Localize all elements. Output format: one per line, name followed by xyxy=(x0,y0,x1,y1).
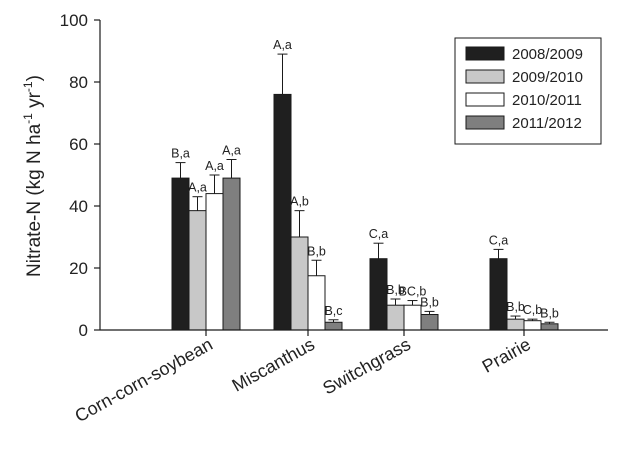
significance-label-3-2: B,b xyxy=(420,295,439,309)
legend-swatch-0 xyxy=(465,46,505,61)
significance-label-0-1: A,a xyxy=(273,38,292,52)
significance-label-3-3: B,b xyxy=(540,306,559,320)
x-tick-label-2: Switchgrass xyxy=(319,334,414,399)
significance-label-1-3: B,b xyxy=(506,300,525,314)
legend: 2008/2009 2009/2010 2010/2011 2011/2012 xyxy=(454,37,602,145)
bar-1-2 xyxy=(386,304,405,331)
bar-0-0 xyxy=(171,177,190,331)
y-tick-label-3: 60 xyxy=(69,135,88,154)
y-tick-label-5: 100 xyxy=(60,11,88,30)
y-tick-label-2: 40 xyxy=(69,197,88,216)
significance-label-3-1: B,c xyxy=(324,304,342,318)
significance-label-3-0: A,a xyxy=(222,144,241,158)
significance-label-0-2: C,a xyxy=(369,227,389,241)
significance-label-2-3: C,b xyxy=(523,303,543,317)
significance-label-0-3: C,a xyxy=(489,233,509,247)
bar-3-0 xyxy=(222,177,241,331)
bar-1-1 xyxy=(290,236,309,331)
bar-2-2 xyxy=(403,304,422,331)
bar-2-0 xyxy=(205,193,224,331)
bar-3-3 xyxy=(540,323,559,331)
x-tick-label-3: Prairie xyxy=(479,334,534,377)
significance-label-1-0: A,a xyxy=(188,181,207,195)
legend-swatch-1 xyxy=(465,69,505,84)
legend-label-3: 2011/2012 xyxy=(512,115,582,132)
x-tick-label-1: Miscanthus xyxy=(229,334,318,396)
legend-swatch-3 xyxy=(465,115,505,130)
significance-label-2-1: B,b xyxy=(307,244,326,258)
y-axis-label: Nitrate-N (kg N ha-1 yr-1) xyxy=(21,75,45,277)
significance-label-2-0: A,a xyxy=(205,159,224,173)
legend-label-2: 2010/2011 xyxy=(512,92,582,109)
legend-label-0: 2008/2009 xyxy=(512,46,583,63)
bar-2-3 xyxy=(523,320,542,331)
bar-1-0 xyxy=(188,210,207,331)
y-tick-label-4: 80 xyxy=(69,73,88,92)
legend-swatch-2 xyxy=(465,92,505,107)
bar-0-1 xyxy=(273,93,292,331)
bar-1-3 xyxy=(506,318,525,331)
legend-label-1: 2009/2010 xyxy=(512,69,583,86)
bar-2-1 xyxy=(307,275,326,331)
significance-label-0-0: B,a xyxy=(171,147,190,161)
y-tick-label-1: 20 xyxy=(69,259,88,278)
significance-label-1-2: B,b xyxy=(386,283,405,297)
bar-3-2 xyxy=(420,314,439,331)
bar-0-3 xyxy=(489,258,508,331)
y-tick-label-0: 0 xyxy=(79,321,88,340)
bar-3-1 xyxy=(324,321,343,331)
bar-0-2 xyxy=(369,258,388,331)
significance-label-1-1: A,b xyxy=(290,195,309,209)
x-tick-label-0: Corn-corn-soybean xyxy=(71,334,215,426)
labels-layer: B,aA,aC,a C,aA,aA,bB,bB,bA,aB,bBC,bC,bA,a… xyxy=(171,38,559,320)
significance-label-2-2: BC,b xyxy=(399,285,427,299)
